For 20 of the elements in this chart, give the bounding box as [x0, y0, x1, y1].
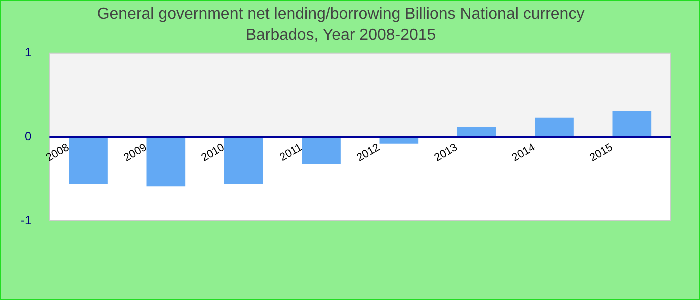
x-tick-label: 2008 — [44, 142, 72, 164]
x-tick-label: 2010 — [200, 142, 227, 164]
x-tick-label: 2012 — [354, 142, 382, 164]
bar — [224, 137, 264, 184]
chart-title: General government net lending/borrowing Billions National currency — [97, 6, 585, 24]
x-tick-label: 2014 — [510, 142, 538, 164]
x-tick-label: 2015 — [588, 142, 616, 164]
bar — [612, 111, 652, 138]
y-tick-label: 1 — [24, 46, 32, 60]
bar — [69, 137, 108, 184]
x-tick-label: 2009 — [122, 142, 150, 164]
x-tick-label: 2011 — [278, 142, 305, 164]
y-tick-label: 0 — [24, 130, 32, 144]
bar — [535, 118, 574, 138]
y-tick-label: -1 — [21, 213, 32, 228]
bar — [302, 137, 341, 164]
x-tick-label: 2013 — [432, 142, 460, 164]
bar — [457, 127, 496, 138]
chart-subtitle: Barbados, Year 2008-2015 — [246, 27, 436, 44]
bar — [146, 137, 186, 187]
